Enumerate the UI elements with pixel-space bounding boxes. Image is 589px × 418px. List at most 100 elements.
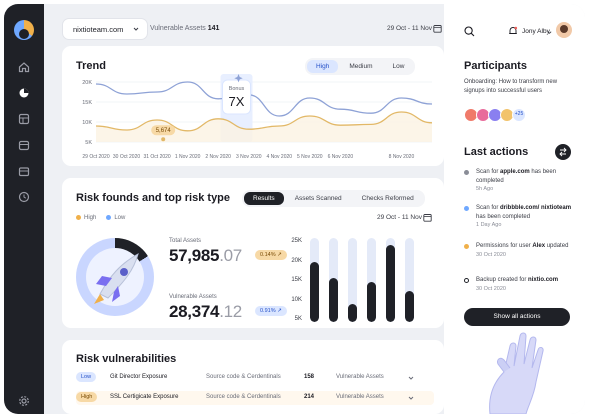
risk-legend: High Low	[76, 215, 125, 221]
actions-menu-button[interactable]	[555, 144, 571, 160]
action-date: 1 Day Ago	[476, 222, 502, 228]
vulnerable-assets-count: 141	[207, 25, 220, 32]
bar	[310, 261, 319, 322]
series-low-line	[95, 111, 433, 132]
x-tick-label: 29 Oct 2020	[82, 154, 109, 160]
bar-y-tick-label: 15K	[291, 277, 302, 283]
vulnerability-source: Source code & Cerdentinals	[206, 394, 281, 400]
bar-y-tick-label: 25K	[291, 238, 302, 244]
grid-icon[interactable]	[17, 112, 31, 126]
vulnerability-source: Source code & Cerdentinals	[206, 374, 281, 380]
x-tick-label: 3 Nov 2020	[236, 154, 262, 160]
vulnerabilities-card: Risk vulnerabilities Low Git Director Ex…	[62, 340, 444, 414]
app-window: nixtioteam.com Vulnerable Assets 141 29 …	[4, 4, 585, 414]
vulnerable-assets-badge: 0.91% ↗	[255, 306, 287, 316]
risk-date-range[interactable]: 29 Oct - 11 Nov	[376, 214, 422, 221]
bar-track	[348, 238, 357, 322]
bonus-callout	[222, 79, 252, 115]
filter-medium[interactable]: Medium	[349, 63, 373, 70]
bonus-value: 7X	[229, 94, 245, 109]
action-text: Scan for apple.com has been completed	[476, 169, 557, 184]
logo-icon[interactable]	[14, 20, 34, 40]
rocket-icon	[94, 253, 139, 304]
status-dot-icon	[464, 244, 469, 249]
filter-low[interactable]: Low	[392, 63, 405, 70]
series-high-line	[95, 81, 433, 117]
y-tick-label: 20K	[82, 80, 92, 86]
domain-select[interactable]: nixtioteam.com	[62, 18, 149, 40]
participants-title: Participants	[464, 60, 527, 72]
status-dot-icon	[464, 278, 469, 283]
trend-filter: High Medium Low	[305, 58, 416, 75]
tab-checks-reformed[interactable]: Checks Reformed	[361, 195, 414, 202]
calendar-icon[interactable]	[423, 213, 432, 222]
user-name[interactable]: Jony Alby	[522, 28, 550, 35]
participant-avatars: +25	[464, 108, 526, 122]
chevron-down-icon[interactable]	[547, 30, 552, 35]
point-label-bg	[151, 125, 176, 136]
x-tick-label: 1 Nov 2020	[175, 154, 201, 160]
vulnerability-type: Vulnerable Assets	[336, 374, 384, 380]
bell-icon[interactable]	[508, 26, 518, 36]
clock-icon[interactable]	[17, 190, 31, 204]
chevron-down-icon[interactable]	[408, 375, 414, 381]
chart-pie-icon[interactable]	[17, 86, 31, 100]
action-date: 30 Oct 2020	[476, 286, 506, 292]
status-dot-icon	[464, 170, 469, 175]
bar	[386, 244, 395, 322]
date-range[interactable]: 29 Oct - 11 Nov	[386, 25, 432, 32]
bar-y-tick-label: 10K	[291, 296, 302, 303]
table-row[interactable]: High SSL Certigicate Exposure Source cod…	[76, 391, 434, 405]
bar	[367, 281, 376, 322]
bar-y-tick-label: 5K	[294, 316, 302, 322]
risk-title: Risk founds and top risk type	[76, 192, 231, 204]
last-actions-title: Last actions	[464, 146, 529, 158]
tab-results[interactable]: Results	[244, 192, 284, 205]
show-all-actions-button[interactable]: Show all actions	[464, 308, 570, 326]
gloved-hand-illustration	[489, 332, 544, 414]
bar-track	[405, 238, 414, 322]
point-label: 5,674	[156, 128, 172, 134]
chevron-down-icon[interactable]	[408, 395, 414, 401]
x-tick-label: 5 Nov 2020	[297, 154, 323, 160]
risk-tabs: Results Assets Scanned Checks Reformed	[242, 190, 425, 207]
calendar-icon[interactable]	[17, 138, 31, 152]
bar	[348, 303, 357, 322]
x-tick-label: 8 Nov 2020	[389, 154, 415, 160]
x-tick-label: 2 Nov 2020	[205, 154, 231, 160]
table-row[interactable]: Low Git Director Exposure Source code & …	[76, 371, 434, 385]
action-text: Scan for dribbble.com/ nixtioteam has be…	[476, 205, 572, 220]
bar-y-tick-label: 20K	[291, 257, 302, 264]
y-tick-label: 5K	[85, 140, 92, 146]
x-tick-label: 4 Nov 2020	[266, 154, 292, 160]
calendar-icon[interactable]	[433, 24, 442, 33]
total-assets-value: 57,985.07	[169, 246, 242, 265]
sidebar	[4, 4, 44, 414]
bar-track	[329, 238, 338, 322]
y-tick-label: 10K	[82, 120, 92, 126]
vulnerabilities-title: Risk vulnerabilities	[76, 353, 177, 365]
vulnerability-count: 158	[304, 374, 315, 380]
avatar[interactable]	[556, 22, 572, 38]
total-assets-badge: 0.14% ↗	[255, 250, 287, 260]
vulnerable-assets-label: Vulnerable Assets	[150, 25, 206, 32]
y-tick-label: 15K	[82, 100, 92, 106]
participants-more-badge[interactable]: +25	[512, 108, 526, 122]
trend-chart: 20K 15K 10K 5K 29 Oct 2020 30 Oct 2020 31 Oct …	[82, 74, 433, 160]
tab-assets-scanned[interactable]: Assets Scanned	[294, 195, 342, 202]
search-icon[interactable]	[464, 26, 475, 37]
vulnerability-type: Vulnerable Assets	[336, 394, 384, 400]
trend-title: Trend	[76, 60, 106, 72]
topbar: nixtioteam.com Vulnerable Assets 141 29 …	[62, 18, 442, 40]
home-icon[interactable]	[17, 60, 31, 74]
data-point	[161, 137, 166, 142]
action-text: Backup created for nixtio.com	[476, 277, 559, 283]
filter-high[interactable]: High	[307, 60, 339, 73]
gear-icon[interactable]	[17, 394, 31, 408]
bar-track	[386, 238, 395, 322]
vulnerability-name: Git Director Exposure	[110, 374, 168, 380]
bar	[329, 278, 338, 322]
box-icon[interactable]	[17, 164, 31, 178]
action-text: Permissions for user Alex updated	[476, 243, 569, 249]
action-date: 30 Oct 2020	[476, 252, 506, 258]
